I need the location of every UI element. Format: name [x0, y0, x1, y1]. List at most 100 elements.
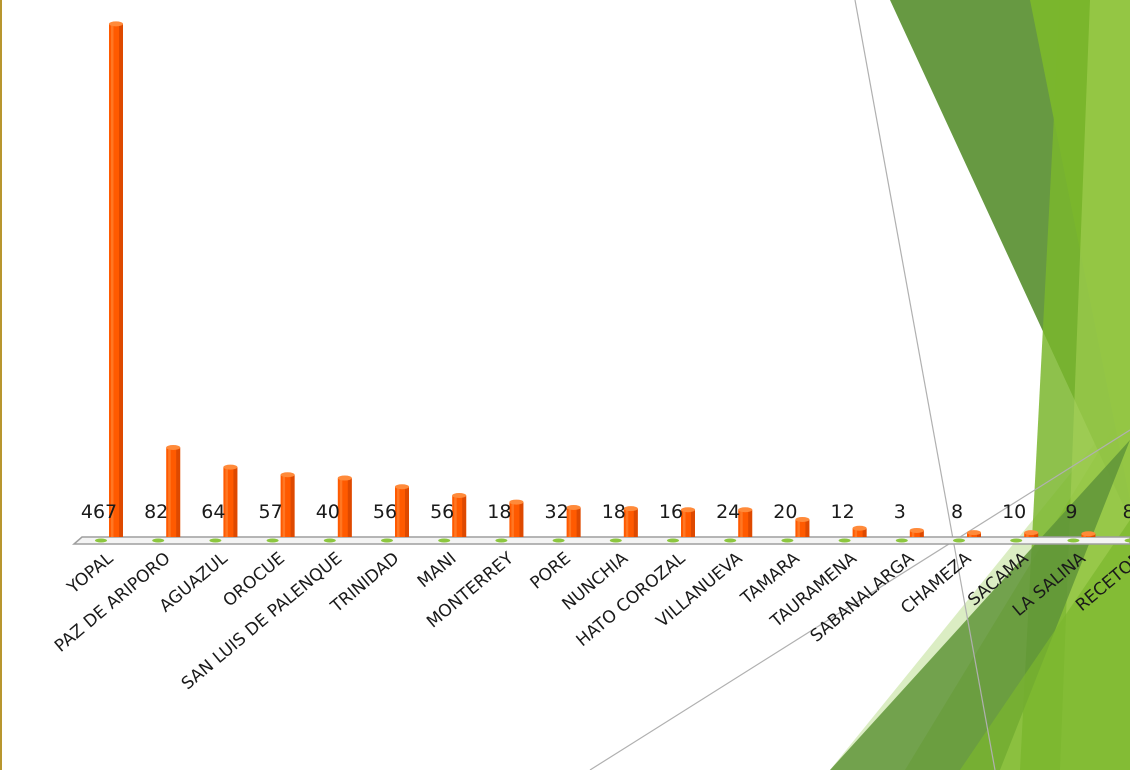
data-label: 9	[1065, 501, 1077, 523]
data-label: 467	[81, 501, 117, 523]
floor-marker	[838, 538, 851, 543]
data-label: 40	[316, 501, 340, 523]
data-label: 18	[602, 501, 626, 523]
bar-cap	[509, 499, 524, 505]
bar-side	[919, 530, 924, 537]
data-label: 57	[259, 501, 283, 523]
floor-marker	[266, 538, 279, 543]
deco-bottom-dark	[830, 440, 1130, 770]
bar-highlight	[911, 530, 915, 537]
floor-marker	[1010, 538, 1023, 543]
floor-marker	[552, 538, 565, 543]
bar-side	[119, 23, 123, 537]
category-label: MANI	[414, 549, 461, 593]
floor-marker	[724, 538, 737, 543]
bar-cap	[1081, 531, 1096, 537]
data-label: 8	[1123, 501, 1130, 523]
data-label: 8	[951, 501, 963, 523]
bar-highlight	[397, 486, 400, 537]
bar-side	[347, 478, 352, 537]
data-label: 24	[716, 501, 740, 523]
bar-side	[977, 532, 981, 537]
bar-highlight	[568, 507, 572, 537]
bar-highlight	[1026, 532, 1029, 537]
bar-highlight	[111, 23, 114, 537]
bar-cap	[681, 507, 695, 513]
deco-line-low	[589, 429, 1130, 770]
bar	[852, 528, 867, 537]
bar-side	[233, 467, 238, 537]
data-label: 82	[144, 501, 168, 523]
bar-side	[633, 508, 638, 537]
floor-marker	[1067, 538, 1080, 543]
bar-highlight	[168, 447, 171, 537]
bar-highlight	[969, 532, 972, 537]
bar-cap	[852, 525, 867, 531]
bar-cap	[566, 505, 581, 511]
floor-marker	[895, 538, 908, 543]
bar-highlight	[339, 478, 343, 537]
bar-side	[805, 519, 810, 537]
floor-marker	[95, 538, 107, 543]
data-label: 56	[373, 501, 397, 523]
floor-marker	[953, 538, 965, 543]
floor-marker	[1124, 538, 1130, 543]
floor-marker	[438, 538, 451, 543]
data-label: 20	[773, 501, 797, 523]
bar-highlight	[625, 508, 629, 537]
bar-side	[576, 507, 581, 537]
bar-cap	[166, 444, 181, 450]
bar-side	[1034, 532, 1039, 537]
bar-cap	[395, 484, 409, 490]
floor-marker	[152, 538, 165, 543]
bar-side	[405, 486, 409, 537]
floor-marker	[495, 538, 508, 543]
bar-highlight	[797, 519, 800, 537]
slide-left-border	[0, 0, 2, 770]
floor-marker	[209, 538, 222, 543]
bar-cap	[280, 472, 295, 478]
floor-marker	[323, 538, 336, 543]
bar-side	[691, 509, 695, 537]
bar-cap	[109, 21, 123, 27]
bar-cap	[738, 507, 753, 513]
data-label: 32	[545, 501, 569, 523]
data-label: 16	[659, 501, 683, 523]
bar-cap	[909, 527, 924, 533]
floor-marker	[667, 538, 679, 543]
category-label: PORE	[527, 549, 575, 594]
data-label: 64	[201, 501, 225, 523]
bar-cap	[795, 517, 810, 523]
floor-marker	[781, 538, 794, 543]
bar-side	[748, 509, 753, 537]
bar-highlight	[683, 509, 686, 537]
bar-side	[519, 502, 524, 537]
bar-cap	[452, 493, 467, 499]
floor-marker	[609, 538, 622, 543]
bar-highlight	[854, 528, 858, 537]
bar-cap	[623, 506, 638, 512]
bar-highlight	[740, 509, 743, 537]
bar-side	[176, 447, 181, 537]
data-label: 56	[430, 501, 454, 523]
bar-cap	[337, 475, 352, 481]
bar-highlight	[225, 467, 228, 537]
bar-cap	[1024, 530, 1039, 536]
data-label: 12	[831, 501, 855, 523]
data-label: 10	[1002, 501, 1026, 523]
floor-marker	[381, 538, 393, 543]
bar-cap	[967, 530, 981, 536]
deco-line-diagonal	[854, 0, 996, 770]
data-label: 3	[894, 501, 906, 523]
bar-highlight	[282, 474, 286, 537]
data-label: 18	[487, 501, 511, 523]
chart-floor	[72, 536, 1130, 545]
bar-side	[290, 474, 295, 537]
bar	[909, 530, 924, 537]
bar-side	[862, 528, 867, 537]
deco-bottom-mid	[960, 520, 1130, 770]
bar-highlight	[454, 495, 457, 537]
